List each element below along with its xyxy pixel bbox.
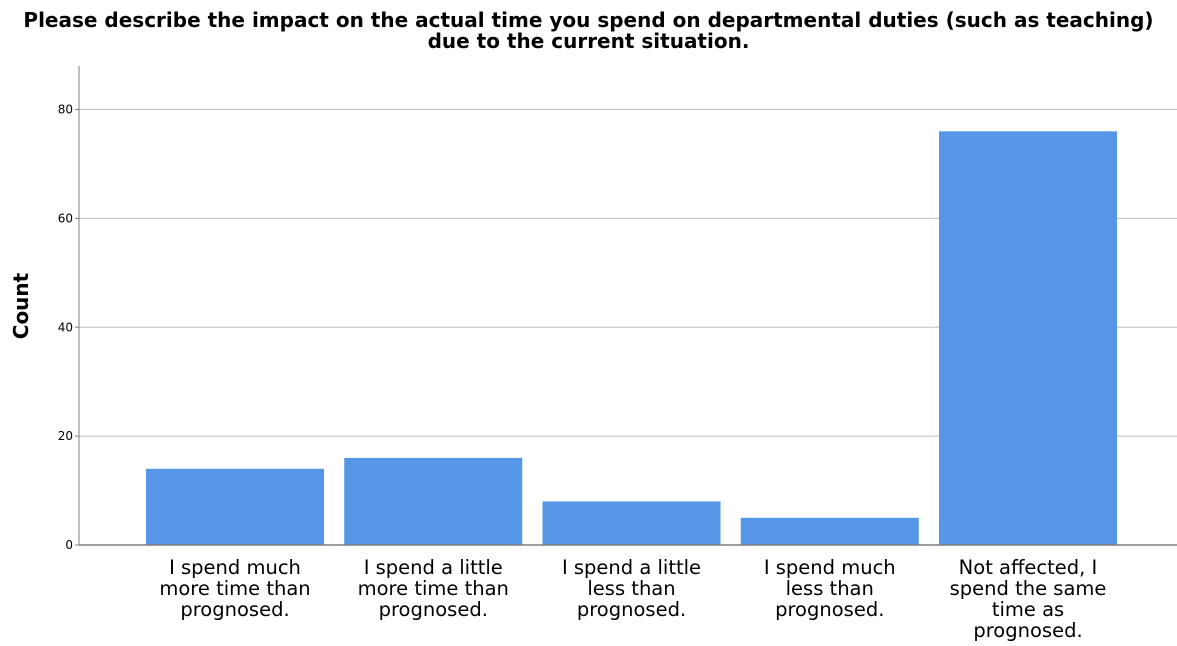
y-tick-label: 80 [58,103,73,117]
y-tick-label: 60 [58,211,73,225]
y-tick-label: 40 [58,320,73,334]
y-tick-label: 0 [65,538,73,552]
x-category-label-line: I spend a little [364,556,503,579]
x-category-labels: I spend much more time than prognosed.I sp… [159,556,1106,642]
x-category-label-line: prognosed. [180,598,289,621]
bar-4 [740,517,919,545]
axes [75,66,1177,546]
x-category-label-line: prognosed. [577,598,686,621]
x-category-label-line: less than [786,577,874,600]
bar-3 [542,501,721,545]
x-category-label-line: time as [992,598,1064,621]
x-category-label: I spend much more time than prognosed. [159,556,310,621]
bar-5 [939,131,1117,545]
x-category-label-line: Not affected, I [959,556,1098,579]
bars [146,131,1117,545]
bar-2 [344,457,523,545]
y-tick-labels: 0 20 40 60 80 [58,103,73,552]
chart-title-line-2: due to the current situation. [427,29,750,53]
chart-title: Please describe the impact on the actual… [0,10,1177,52]
x-category-label-line: I spend much [169,556,301,579]
x-category-label-line: more time than [159,577,310,600]
x-category-label-line: spend the same [950,577,1107,600]
x-category-label-line: prognosed. [973,619,1082,642]
y-axis-title: Count [9,272,33,339]
x-category-label: I spend much less than prognosed. [764,556,896,621]
x-category-label-line: I spend much [764,556,896,579]
x-category-label-line: more time than [358,577,509,600]
y-tick-label: 20 [58,429,73,443]
x-category-label-line: less than [587,577,675,600]
chart-title-line-1: Please describe the impact on the actual… [23,8,1154,32]
bar-1 [146,468,324,545]
x-category-label: I spend a little more time than prognosed. [358,556,509,621]
x-category-label-line: I spend a little [562,556,701,579]
x-category-label: I spend a little less than prognosed. [562,556,701,621]
x-category-label-line: prognosed. [775,598,884,621]
x-category-label-line: prognosed. [379,598,488,621]
